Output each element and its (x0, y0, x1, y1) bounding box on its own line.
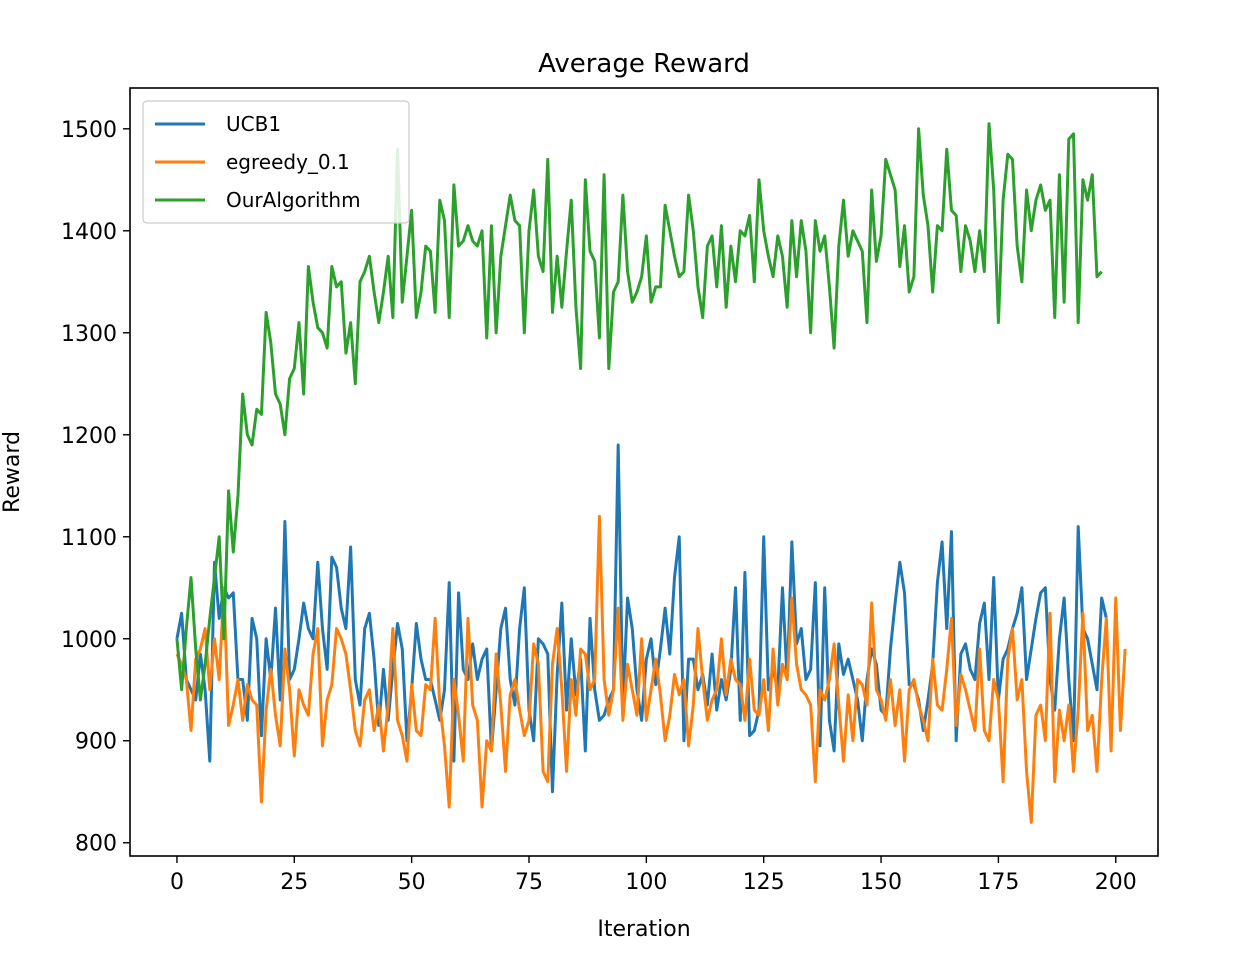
x-tick-label: 0 (170, 870, 184, 895)
x-tick-label: 50 (398, 870, 426, 895)
series-line-ucb1 (175, 443, 1108, 794)
y-tick-label: 1400 (61, 220, 117, 245)
x-tick-label: 100 (625, 870, 667, 895)
x-tick-label: 25 (280, 870, 308, 895)
y-tick-label: 1200 (61, 424, 117, 449)
y-tick-label: 1300 (61, 322, 117, 347)
x-tick-label: 75 (515, 870, 543, 895)
series-line-egreedy-0-1 (175, 514, 1127, 824)
series-layer (175, 122, 1127, 824)
y-tick-label: 1000 (61, 628, 117, 653)
x-tick-label: 200 (1095, 870, 1137, 895)
x-tick-label: 125 (743, 870, 785, 895)
plot-frame (129, 87, 1159, 857)
y-tick-label: 900 (75, 730, 117, 755)
legend-box (142, 100, 410, 224)
x-tick-label: 150 (860, 870, 902, 895)
y-axis-label: Reward (0, 431, 25, 513)
legend-label-ucb1: UCB1 (226, 112, 281, 136)
legend-label-ouralgorithm: OurAlgorithm (226, 188, 361, 212)
legend: UCB1 egreedy_0.1 OurAlgorithm (142, 100, 410, 224)
ticks-layer: 0 25 50 75 100 125 150 175 200 800 900 1000 1100 1200… (61, 118, 1137, 895)
legend-label-egreedy: egreedy_0.1 (226, 150, 350, 174)
series-line-ouralgorithm (175, 122, 1103, 702)
chart-title: Average Reward (538, 49, 750, 79)
x-tick-label: 175 (977, 870, 1019, 895)
y-tick-label: 1500 (61, 118, 117, 143)
y-tick-label: 1100 (61, 526, 117, 551)
y-tick-label: 800 (75, 832, 117, 857)
x-axis-label: Iteration (597, 917, 690, 942)
